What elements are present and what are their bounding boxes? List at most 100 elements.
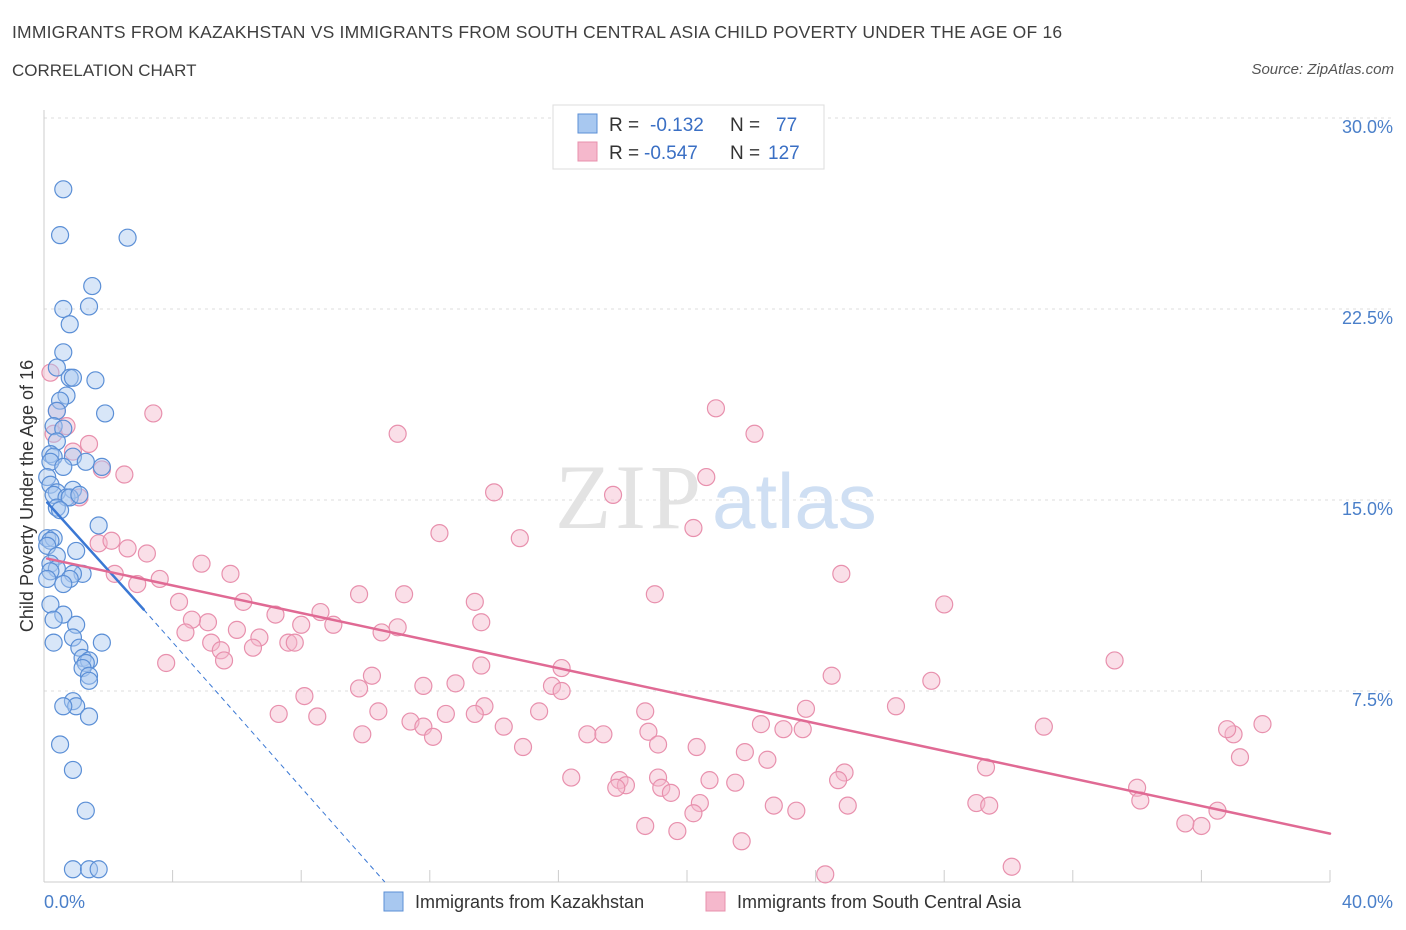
south-central-asia-point [414, 676, 433, 696]
y-tick-labels: 7.5% 15.0% 22.5% 30.0% [1342, 117, 1393, 710]
south-central-asia-point [115, 465, 134, 484]
source-credit: Source: ZipAtlas.com [1251, 61, 1394, 78]
kazakhstan-point [63, 368, 83, 387]
south-central-asia-point [169, 592, 189, 611]
trendlines [45, 501, 1332, 883]
south-central-asia-point [935, 595, 954, 614]
kazakhstan-point [41, 595, 60, 614]
south-central-asia-point [214, 651, 234, 670]
stats-r-value-1: -0.132 [650, 115, 704, 136]
south-central-asia-point [886, 697, 906, 716]
kazakhstan-point [67, 697, 86, 716]
south-central-asia-point [690, 793, 709, 813]
south-central-asia-point [594, 725, 613, 744]
kazakhstan-point [50, 501, 70, 520]
south-central-asia-point [436, 704, 455, 724]
south-central-asia-point [394, 585, 414, 604]
y-tick-label: 30.0% [1342, 117, 1393, 137]
kazakhstan-point [79, 707, 99, 726]
kazakhstan-point [83, 276, 102, 296]
south-central-asia-point [684, 804, 703, 823]
south-central-asia-point [562, 768, 581, 787]
south-central-asia-point [607, 778, 626, 797]
south-central-asia-point [79, 434, 99, 454]
south-central-asia-point [144, 404, 163, 423]
south-central-asia-point [661, 783, 681, 802]
south-central-asia-point [446, 674, 465, 693]
south-central-asia-point [279, 633, 298, 652]
south-central-asia-point [369, 702, 388, 721]
south-central-asia-point [774, 720, 793, 739]
south-central-asia-point [578, 725, 597, 744]
south-central-asia-point [295, 686, 314, 706]
south-central-asia-point [764, 796, 783, 815]
south-central-asia-point [603, 485, 623, 505]
kazakhstan-points [38, 180, 137, 879]
kazakhstan-point [44, 633, 63, 652]
south-central-asia-point [118, 539, 137, 558]
south-central-asia-point [250, 628, 269, 647]
south-central-asia-point [1105, 651, 1124, 670]
south-central-asia-point [793, 720, 812, 739]
south-central-asia-point [349, 585, 369, 604]
south-central-asia-point [423, 727, 443, 746]
south-central-asia-trendline [45, 557, 1332, 835]
kazakhstan-point [89, 516, 108, 535]
south-central-asia-point [292, 615, 311, 634]
kazakhstan-point [47, 358, 66, 377]
south-central-asia-point [922, 671, 941, 690]
stats-n-label-1: N = [730, 115, 760, 136]
south-central-asia-point [1218, 720, 1237, 739]
south-central-asia-point [192, 554, 211, 573]
south-central-asia-point [472, 613, 491, 632]
kazakhstan-point [47, 498, 66, 517]
x-tick-label-max: 40.0% [1342, 892, 1393, 912]
kazakhstan-point [44, 610, 63, 629]
south-central-asia-point [829, 771, 848, 790]
south-central-asia-point [465, 592, 484, 611]
south-central-asia-point [668, 821, 687, 841]
south-central-asia-point [266, 605, 285, 624]
y-axis-title: Child Poverty Under the Age of 16 [17, 360, 37, 632]
south-central-asia-point [816, 865, 835, 884]
south-central-asia-point [362, 666, 382, 685]
x-tick-label-min: 0.0% [44, 892, 85, 912]
kazakhstan-point [50, 391, 70, 410]
y-tick-label: 22.5% [1342, 308, 1393, 328]
stats-legend-swatch-pink [577, 141, 598, 162]
south-central-asia-point [308, 707, 327, 726]
series-legend-label-south-central-asia: Immigrants from South Central Asia [737, 892, 1022, 912]
kazakhstan-point [54, 299, 73, 319]
south-central-asia-point [510, 529, 529, 548]
south-central-asia-point [475, 697, 494, 716]
kazakhstan-point [63, 760, 83, 780]
kazakhstan-point [38, 569, 57, 589]
y-tick-label: 15.0% [1342, 499, 1393, 519]
south-central-asia-point [1192, 816, 1211, 836]
south-central-asia-point [1176, 814, 1195, 833]
stats-n-value-2: 127 [768, 143, 800, 164]
south-central-asia-point [648, 735, 668, 754]
kazakhstan-point [67, 541, 86, 561]
kazakhstan-point [79, 297, 99, 316]
kazakhstan-point [44, 529, 63, 548]
south-central-asia-point [636, 702, 655, 721]
watermark-atlas: atlas [712, 457, 877, 545]
kazakhstan-trendline-extension [143, 609, 386, 883]
south-central-asia-point [430, 524, 449, 543]
south-central-asia-point [202, 633, 221, 652]
south-central-asia-point [1002, 857, 1021, 876]
kazakhstan-point [38, 529, 57, 548]
kazakhstan-point [63, 692, 83, 711]
watermark-zip: ZIP [555, 446, 705, 548]
south-central-asia-point [542, 676, 562, 696]
stats-r-label-1: R = [609, 115, 639, 136]
kazakhstan-point [50, 226, 70, 245]
south-central-asia-point [745, 424, 764, 443]
chart-title: IMMIGRANTS FROM KAZAKHSTAN VS IMMIGRANTS… [12, 22, 1063, 42]
series-legend-label-kazakhstan: Immigrants from Kazakhstan [415, 892, 644, 912]
south-central-asia-point [700, 771, 719, 790]
south-central-asia-point [706, 399, 726, 418]
kazakhstan-point [118, 228, 137, 247]
